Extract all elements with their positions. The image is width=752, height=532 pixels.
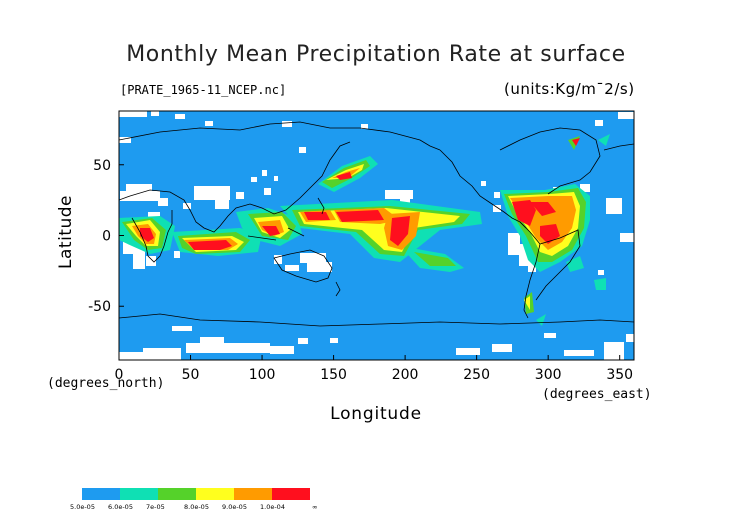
y-axis-unit: (degrees_north)	[47, 376, 165, 391]
x-tick-label: 100	[249, 367, 276, 383]
x-axis: 0 50 100 150 200 250 300 350	[115, 355, 633, 383]
x-tick-label: 250	[463, 367, 490, 383]
x-tick-label: 350	[606, 367, 633, 383]
x-tick-label: 0	[115, 367, 124, 383]
x-axis-label: Longitude	[330, 404, 422, 424]
colorbar-segment	[120, 488, 158, 500]
colorbar-label: ∞	[312, 503, 318, 511]
colorbar-segment	[234, 488, 272, 500]
colorbar-label: 9.0e-05	[222, 503, 247, 511]
x-tick-label: 200	[392, 367, 419, 383]
colorbar-legend	[82, 488, 310, 500]
x-tick-label: 300	[535, 367, 562, 383]
units-label: (units:Kg/m¯2/s)	[504, 80, 635, 98]
precip-level-6	[140, 138, 580, 250]
x-tick-label: 150	[320, 367, 347, 383]
colorbar-segment	[196, 488, 234, 500]
chart-title: Monthly Mean Precipitation Rate at surfa…	[126, 42, 626, 67]
colorbar-label: 8.0e-05	[184, 503, 209, 511]
y-axis-label: Latitude	[56, 195, 76, 269]
missing-data-patches	[119, 111, 634, 360]
colorbar-segment	[82, 488, 120, 500]
y-axis: 50 0 -50	[88, 158, 124, 315]
x-tick-label: 50	[182, 367, 200, 383]
y-tick-label: 50	[93, 158, 111, 174]
precip-field	[119, 111, 634, 360]
colorbar-segment	[272, 488, 310, 500]
x-axis-unit: (degrees_east)	[542, 387, 652, 402]
file-label: [PRATE_1965-11_NCEP.nc]	[120, 83, 287, 97]
colorbar-label: 6.0e-05	[108, 503, 133, 511]
y-tick-label: -50	[88, 299, 111, 315]
coastlines	[119, 121, 634, 327]
colorbar-label: 1.0e-04	[260, 503, 285, 511]
colorbar-segment	[158, 488, 196, 500]
colorbar-label: 7e-05	[146, 503, 165, 511]
colorbar-label: 5.0e-05	[70, 503, 95, 511]
y-tick-label: 0	[102, 229, 111, 245]
